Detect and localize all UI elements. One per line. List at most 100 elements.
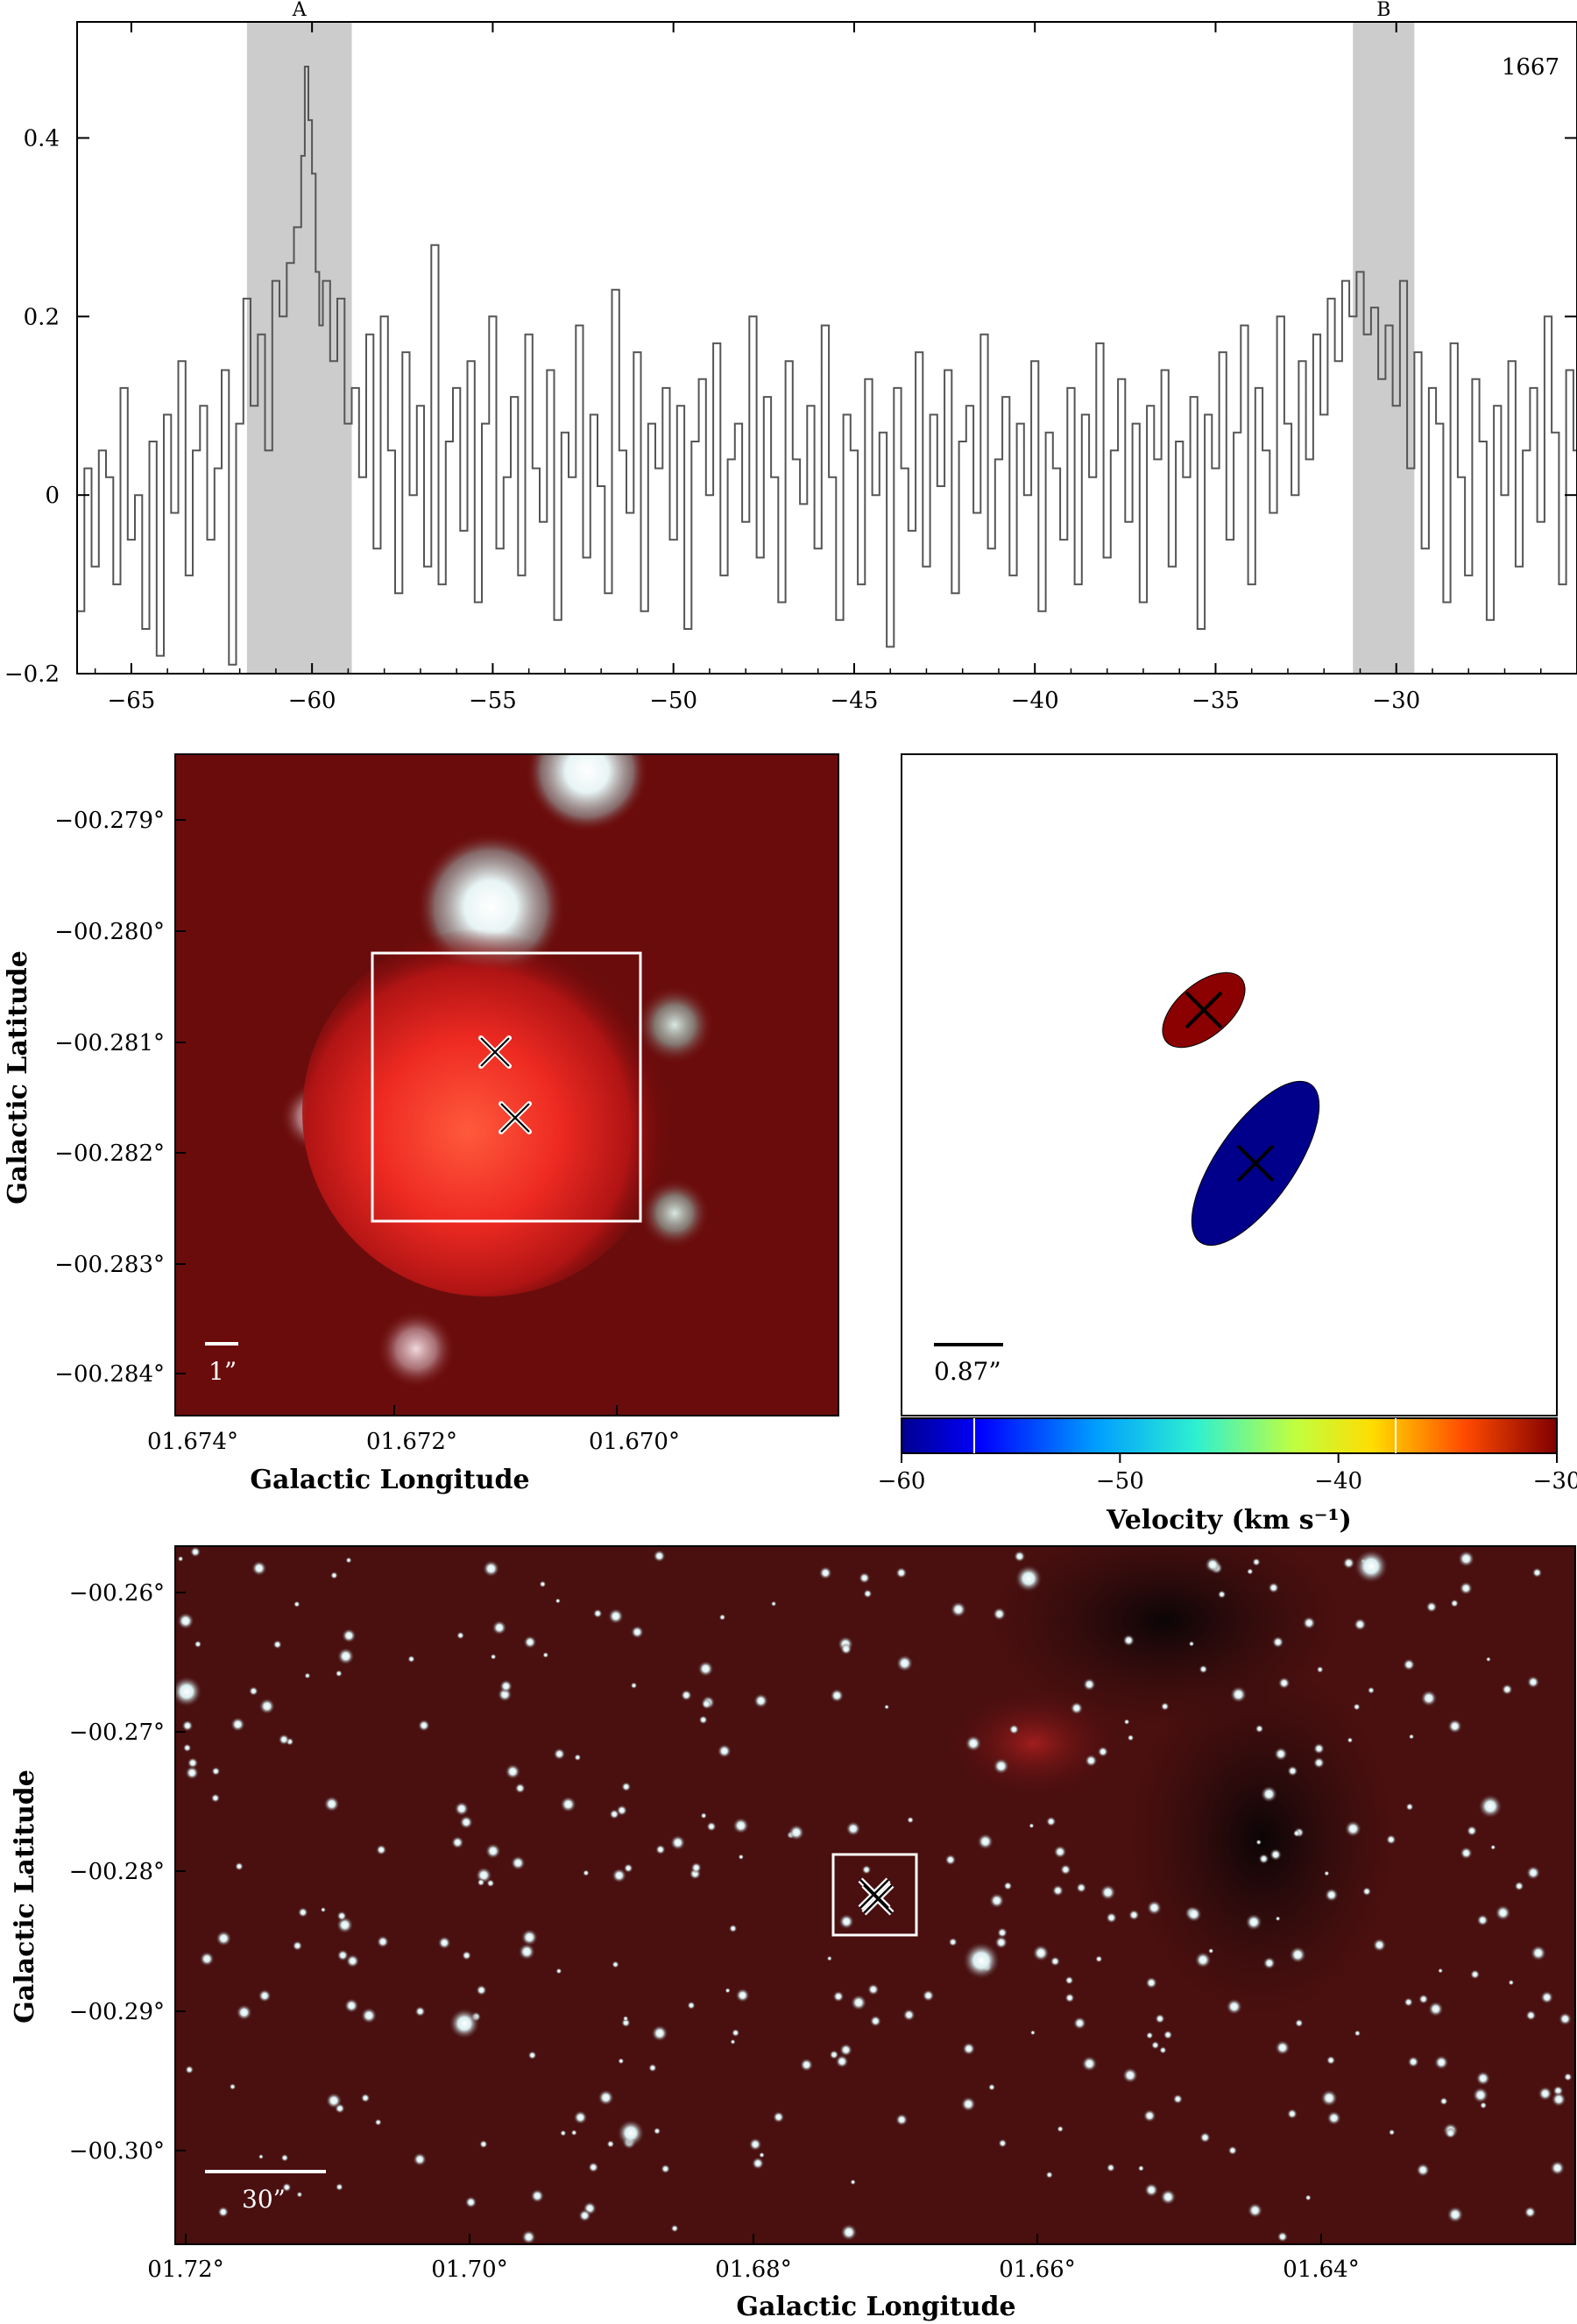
wide-star	[1425, 1600, 1438, 1614]
wide-star	[1163, 2030, 1173, 2040]
colorbar-axis-title: Velocity (km s⁻¹)	[1106, 1505, 1352, 1536]
wide-star	[922, 1989, 935, 2003]
wide-star	[630, 1625, 645, 1639]
wide-star	[612, 1868, 627, 1883]
wide-star	[236, 2004, 252, 2021]
wide-x-tick-label: 01.64°	[1283, 2257, 1359, 2283]
wide-star	[583, 1869, 590, 1877]
zoom-y-tick-label: −00.281°	[54, 1030, 165, 1056]
wide-star	[1082, 1678, 1096, 1692]
wide-star	[895, 1566, 908, 1579]
zoom-y-tick-label: −00.284°	[54, 1361, 165, 1388]
red-component-marker	[1185, 991, 1223, 1029]
wide-star	[329, 1571, 338, 1579]
wide-y-tick-label: −00.29°	[69, 1999, 165, 2025]
wide-star	[278, 1734, 290, 1746]
wide-star	[1276, 2231, 1289, 2243]
wide-star	[1150, 2040, 1160, 2050]
wide-star	[555, 1598, 561, 1604]
wide-star	[1312, 1756, 1326, 1769]
wide-star	[653, 2127, 661, 2135]
wide-star	[1127, 1734, 1135, 1741]
wide-star	[987, 2083, 996, 2091]
wide-star	[948, 1937, 958, 1947]
wide-star	[788, 1824, 805, 1841]
wide-star	[687, 2001, 696, 2010]
wide-star	[866, 1983, 880, 1996]
wide-star	[1160, 1702, 1170, 1711]
wide-star	[653, 1550, 666, 1563]
wide-star	[738, 1854, 745, 1861]
wide-star	[1305, 2194, 1312, 2201]
wide-star	[211, 1766, 221, 1777]
wide-star	[1447, 1719, 1463, 1734]
wide-star	[343, 1998, 359, 2014]
wide-star	[194, 1640, 202, 1649]
wide-star	[573, 2110, 588, 2125]
wide-star	[1258, 1853, 1269, 1865]
wide-star	[1353, 1617, 1367, 1631]
wide-star	[1292, 1829, 1301, 1838]
wide-star	[647, 2063, 657, 2073]
shaded-band-a	[246, 22, 352, 674]
wide-x-tick-label: 01.66°	[999, 2257, 1075, 2283]
wide-star	[706, 1821, 717, 1833]
wide-star	[335, 1670, 343, 1678]
wide-star	[1262, 1956, 1276, 1970]
wide-star	[1446, 2206, 1464, 2223]
wide-star	[1277, 1677, 1291, 1690]
wide-star	[482, 1559, 500, 1578]
wide-x-tick-label: 01.72°	[147, 2257, 223, 2283]
wide-star	[1059, 1863, 1071, 1875]
wide-star	[1188, 1641, 1195, 1647]
wide-star	[1051, 1884, 1064, 1897]
wide-star	[1457, 1550, 1475, 1568]
wide-star	[335, 2183, 343, 2192]
wide-star	[1245, 1913, 1262, 1931]
wide-star	[1563, 2072, 1573, 2082]
wide-star	[1490, 1844, 1496, 1850]
wide-star	[336, 1647, 355, 1665]
wide-star	[1268, 1582, 1280, 1593]
zoom-frame	[174, 753, 839, 1416]
wide-star	[248, 1685, 258, 1697]
colorbar-tick-label: −30	[1533, 1468, 1577, 1494]
wide-star	[1558, 2012, 1573, 2026]
wide-star	[1217, 1590, 1227, 1599]
wide-star	[341, 1628, 357, 1643]
wide-y-tick-label: −00.28°	[69, 1859, 165, 1885]
wide-star	[607, 1607, 625, 1625]
wide-star	[609, 1809, 620, 1819]
wide-star	[476, 1984, 487, 1996]
wide-star	[1294, 2018, 1304, 2028]
wide-star	[1122, 1634, 1135, 1647]
wide-star	[950, 1600, 967, 1618]
zoom-x-tick-label: 01.674°	[147, 1429, 238, 1455]
wide-star	[1420, 1689, 1438, 1707]
wide-star	[1070, 1701, 1084, 1715]
x-tick-label: −65	[107, 688, 155, 714]
wide-star	[612, 1960, 619, 1968]
wide-star	[1053, 1845, 1067, 1859]
y-tick-label: 0.2	[24, 304, 60, 330]
wide-star	[1469, 1969, 1481, 1980]
wide-star	[1408, 1734, 1415, 1740]
wide-star	[1316, 1665, 1324, 1673]
wide-star	[845, 1820, 861, 1837]
wide-star	[799, 2058, 814, 2072]
wide-star	[1326, 2055, 1336, 2066]
wide-star	[1388, 2129, 1396, 2136]
wide-star	[297, 1907, 308, 1918]
wide-star	[1145, 2031, 1154, 2040]
wide-star	[965, 1734, 982, 1752]
wide-star	[539, 1580, 547, 1588]
wide-star	[1029, 2030, 1036, 2036]
x-tick-label: −40	[1011, 688, 1059, 714]
wide-x-axis-title: Galactic Longitude	[736, 2292, 1015, 2322]
wide-star	[185, 1765, 200, 1780]
wide-star	[1353, 1703, 1361, 1711]
wide-star	[1367, 1686, 1375, 1694]
wide-star	[1551, 2092, 1566, 2108]
wide-star	[1271, 1635, 1284, 1649]
